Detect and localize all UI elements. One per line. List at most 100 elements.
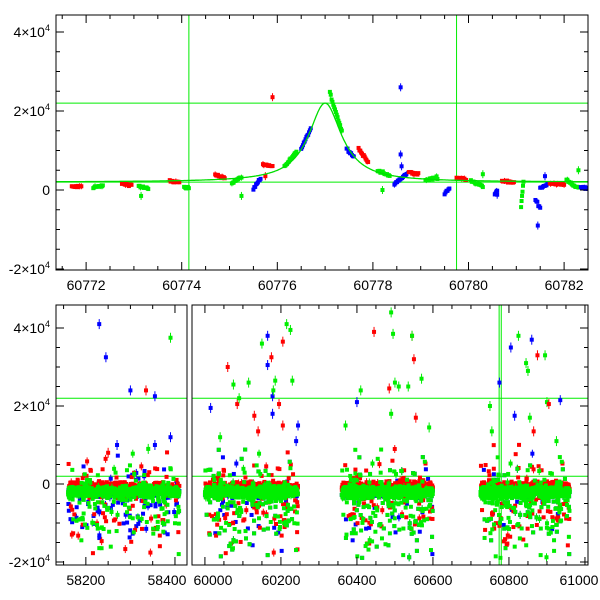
data-point bbox=[99, 492, 104, 497]
data-point bbox=[126, 489, 131, 494]
data-point bbox=[266, 472, 271, 477]
data-point bbox=[73, 491, 78, 496]
data-point bbox=[227, 500, 232, 505]
data-point bbox=[364, 468, 369, 473]
data-point bbox=[80, 489, 85, 494]
data-point bbox=[243, 447, 248, 452]
data-point bbox=[100, 500, 105, 505]
data-point bbox=[93, 484, 98, 489]
data-point bbox=[68, 504, 73, 509]
data-point bbox=[241, 488, 246, 493]
data-point bbox=[542, 174, 547, 179]
data-point bbox=[112, 466, 117, 471]
data-point bbox=[70, 520, 75, 525]
data-point bbox=[168, 335, 173, 340]
data-point bbox=[417, 479, 422, 484]
data-point bbox=[171, 476, 176, 481]
data-point bbox=[260, 502, 265, 507]
data-point bbox=[177, 180, 182, 185]
data-point bbox=[148, 484, 153, 489]
data-point bbox=[254, 502, 259, 507]
data-point bbox=[435, 177, 440, 182]
data-point bbox=[257, 516, 262, 521]
data-point bbox=[116, 500, 121, 505]
data-point bbox=[247, 542, 252, 547]
data-point bbox=[223, 551, 228, 556]
top-panel-zoom-plot: 60772 60774 60776 60778 60780 60782 -2×104 0 2×1… bbox=[9, 14, 589, 293]
data-point bbox=[77, 489, 82, 494]
data-point bbox=[80, 476, 85, 481]
data-point bbox=[251, 481, 256, 486]
data-point bbox=[222, 493, 227, 498]
data-point bbox=[138, 488, 143, 493]
data-point bbox=[79, 480, 84, 485]
data-point bbox=[216, 476, 221, 481]
data-point bbox=[278, 524, 283, 529]
data-point bbox=[151, 526, 156, 531]
data-point bbox=[106, 495, 111, 500]
data-point bbox=[76, 517, 81, 522]
data-point bbox=[144, 388, 149, 393]
data-point bbox=[160, 495, 165, 500]
data-point bbox=[219, 496, 224, 501]
data-point bbox=[334, 112, 339, 117]
data-point bbox=[129, 483, 134, 488]
data-point bbox=[269, 495, 274, 500]
data-point bbox=[240, 482, 245, 487]
data-point bbox=[82, 481, 87, 486]
data-point bbox=[68, 517, 73, 522]
data-point bbox=[135, 515, 140, 520]
data-point bbox=[281, 506, 286, 511]
data-point bbox=[172, 521, 177, 526]
data-point bbox=[273, 513, 278, 518]
data-point bbox=[87, 504, 92, 509]
data-point bbox=[336, 118, 341, 123]
data-point bbox=[393, 530, 398, 535]
data-point bbox=[218, 485, 223, 490]
data-point bbox=[287, 518, 292, 523]
data-point bbox=[218, 482, 223, 487]
data-point bbox=[102, 487, 107, 492]
data-point bbox=[176, 504, 181, 509]
data-point bbox=[139, 193, 144, 198]
data-point bbox=[130, 491, 135, 496]
data-point bbox=[231, 520, 236, 525]
data-point bbox=[95, 473, 100, 478]
data-point bbox=[207, 512, 212, 517]
data-point bbox=[239, 508, 244, 513]
data-point bbox=[173, 492, 178, 497]
data-point bbox=[134, 489, 139, 494]
data-point bbox=[120, 480, 125, 485]
data-point bbox=[99, 539, 104, 544]
data-point bbox=[241, 466, 246, 471]
data-point bbox=[367, 525, 372, 530]
data-point bbox=[277, 519, 282, 524]
data-point bbox=[99, 480, 104, 485]
data-point bbox=[66, 461, 71, 466]
data-point bbox=[272, 525, 277, 530]
data-point bbox=[88, 480, 93, 485]
data-point bbox=[387, 173, 392, 178]
data-point bbox=[268, 493, 273, 498]
data-point bbox=[243, 475, 248, 480]
data-point bbox=[338, 123, 343, 128]
data-point bbox=[165, 519, 170, 524]
data-point bbox=[227, 544, 232, 549]
plot-frame bbox=[55, 14, 589, 271]
data-point bbox=[258, 472, 263, 477]
data-point bbox=[165, 502, 170, 507]
data-point bbox=[250, 498, 255, 503]
data-point bbox=[112, 495, 117, 500]
data-point bbox=[235, 507, 240, 512]
data-point bbox=[66, 508, 71, 513]
data-point bbox=[252, 518, 257, 523]
data-point bbox=[159, 485, 164, 490]
data-point bbox=[164, 474, 169, 479]
data-point bbox=[174, 502, 179, 507]
data-point bbox=[162, 488, 167, 493]
data-point bbox=[151, 499, 156, 504]
data-point bbox=[153, 501, 158, 506]
data-point bbox=[264, 489, 269, 494]
data-point bbox=[227, 473, 232, 478]
data-point bbox=[173, 498, 178, 503]
